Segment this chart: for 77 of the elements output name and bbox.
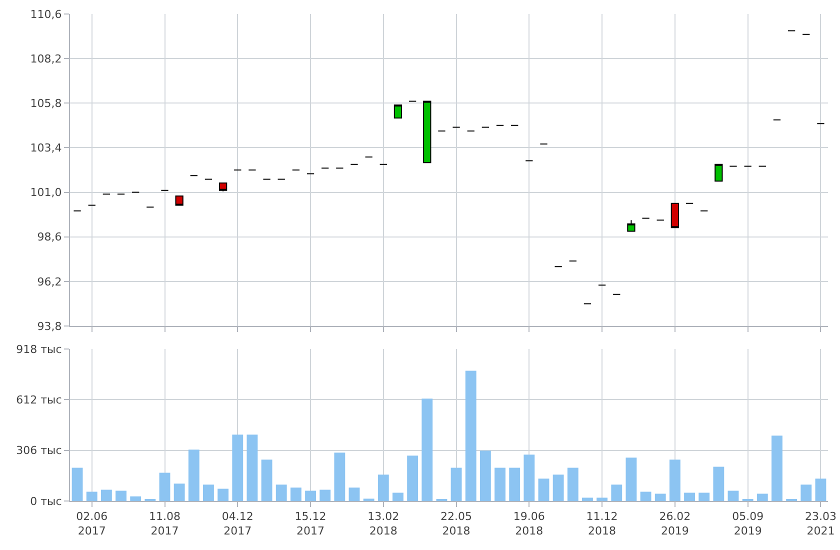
bar [130,496,142,501]
candlestick [714,164,723,182]
y-tick-label: 101,0 [30,186,62,200]
y-tick-label: 93,8 [37,320,62,333]
bar [728,490,739,501]
x-tick-label: 15.12 2017 [294,510,326,538]
x-tick-label: 11.12 2018 [586,510,618,538]
bar [480,450,491,501]
bar [422,398,433,501]
bar [116,490,126,501]
candlestick [394,104,402,118]
bar [348,488,360,501]
bar [320,490,331,501]
candlestick [175,196,184,206]
bar [407,456,418,501]
candlestick [670,202,680,228]
y-tick-label: 306 тыс [16,444,62,458]
y-tick-label: 612 тыс [16,394,62,407]
candlestick [423,100,432,164]
x-tick-label: 23.03 2021 [804,510,836,538]
candlestick [218,182,228,192]
x-tick-label: 13.02 2018 [368,510,400,538]
bar [246,434,258,501]
y-tick-label: 0 тыс [30,494,62,508]
bar [261,460,272,501]
bar [800,484,812,501]
bar [772,436,782,501]
bar [582,498,593,501]
x-tick-label: 02.06 2017 [76,510,108,538]
bar [392,492,404,501]
bar [334,452,346,501]
y-tick-label: 103,4 [30,142,62,155]
y-tick-label: 108,2 [30,52,62,66]
bar [276,484,287,501]
bar [232,434,244,501]
candlestick [627,220,636,232]
bar [756,494,768,501]
bar [669,460,680,501]
bar [305,490,316,501]
bar [698,492,710,501]
bar [596,498,608,501]
bar [538,478,550,501]
y-tick-label: 110,6 [30,8,62,21]
x-tick-label: 19.06 2018 [513,510,545,538]
bar [378,474,389,501]
x-tick-label: 04.12 2017 [222,510,254,538]
bar [611,484,622,501]
x-tick-label: 11.08 2017 [149,510,180,538]
bar [174,484,185,501]
bar [465,370,476,501]
bar [159,472,170,501]
bar [567,468,578,501]
bar [524,454,535,501]
bar [72,468,83,501]
x-tick-label: 05.09 2019 [732,510,764,538]
bar [203,484,214,501]
bar [100,490,112,501]
y-tick-label: 98,6 [37,230,62,244]
bar [626,458,637,501]
y-tick-label: 96,2 [37,275,62,288]
y-tick-label: 105,8 [30,96,62,110]
bar [654,494,666,501]
x-tick-label: 26.02 2019 [659,510,691,538]
bar [450,468,462,501]
bar [815,478,826,501]
bar [218,488,229,501]
bar [86,492,98,501]
bar [552,474,564,501]
y-tick-label: 918 тыс [16,342,62,356]
bar [684,492,695,501]
bar [494,468,506,501]
x-tick-label: 22.05 2018 [440,510,472,538]
bar [509,468,520,501]
bar [290,488,302,501]
bar [188,450,200,501]
bar [640,492,652,501]
bar [713,466,724,501]
